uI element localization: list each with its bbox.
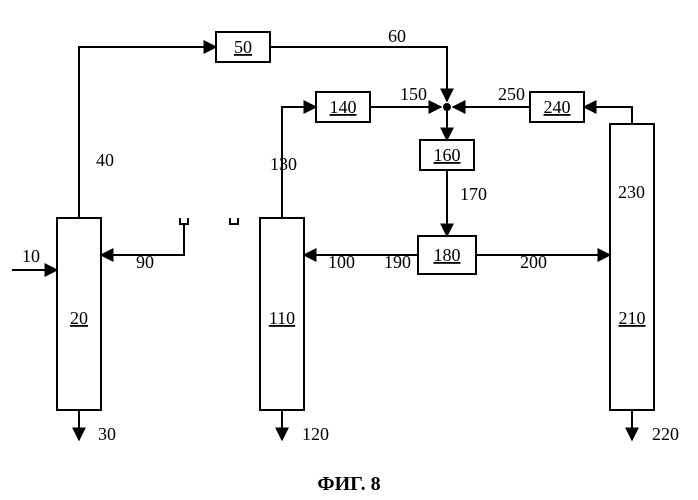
edge-label-60: 60 — [388, 26, 406, 46]
edge-label-130: 130 — [270, 154, 297, 174]
box-label-140: 140 — [330, 97, 357, 117]
edge-label-10: 10 — [22, 246, 40, 266]
edge-label-30: 30 — [98, 424, 116, 444]
junction — [443, 103, 451, 111]
edge-label-220: 220 — [652, 424, 679, 444]
edge-label-90: 90 — [136, 252, 154, 272]
edge-label-120: 120 — [302, 424, 329, 444]
edge-label-250: 250 — [498, 84, 525, 104]
edge-label-230: 230 — [618, 182, 645, 202]
figure-caption: ФИГ. 8 — [317, 473, 380, 495]
edge-90 — [101, 224, 184, 255]
box-label-240: 240 — [544, 97, 571, 117]
edge-90-u — [180, 218, 188, 224]
edge-130-u — [230, 218, 238, 224]
box-label-20: 20 — [70, 308, 88, 328]
box-210 — [610, 124, 654, 410]
edge-40 — [79, 47, 216, 218]
edge-230 — [584, 107, 632, 124]
edge-label-190: 190 — [384, 252, 411, 272]
edge-label-40: 40 — [96, 150, 114, 170]
box-label-160: 160 — [434, 145, 461, 165]
edge-label-200: 200 — [520, 252, 547, 272]
edge-label-170: 170 — [460, 184, 487, 204]
edge-label-150: 150 — [400, 84, 427, 104]
box-label-210: 210 — [619, 308, 646, 328]
box-label-180: 180 — [434, 245, 461, 265]
edge-label-100: 100 — [328, 252, 355, 272]
box-label-110: 110 — [269, 308, 295, 328]
box-label-50: 50 — [234, 37, 252, 57]
